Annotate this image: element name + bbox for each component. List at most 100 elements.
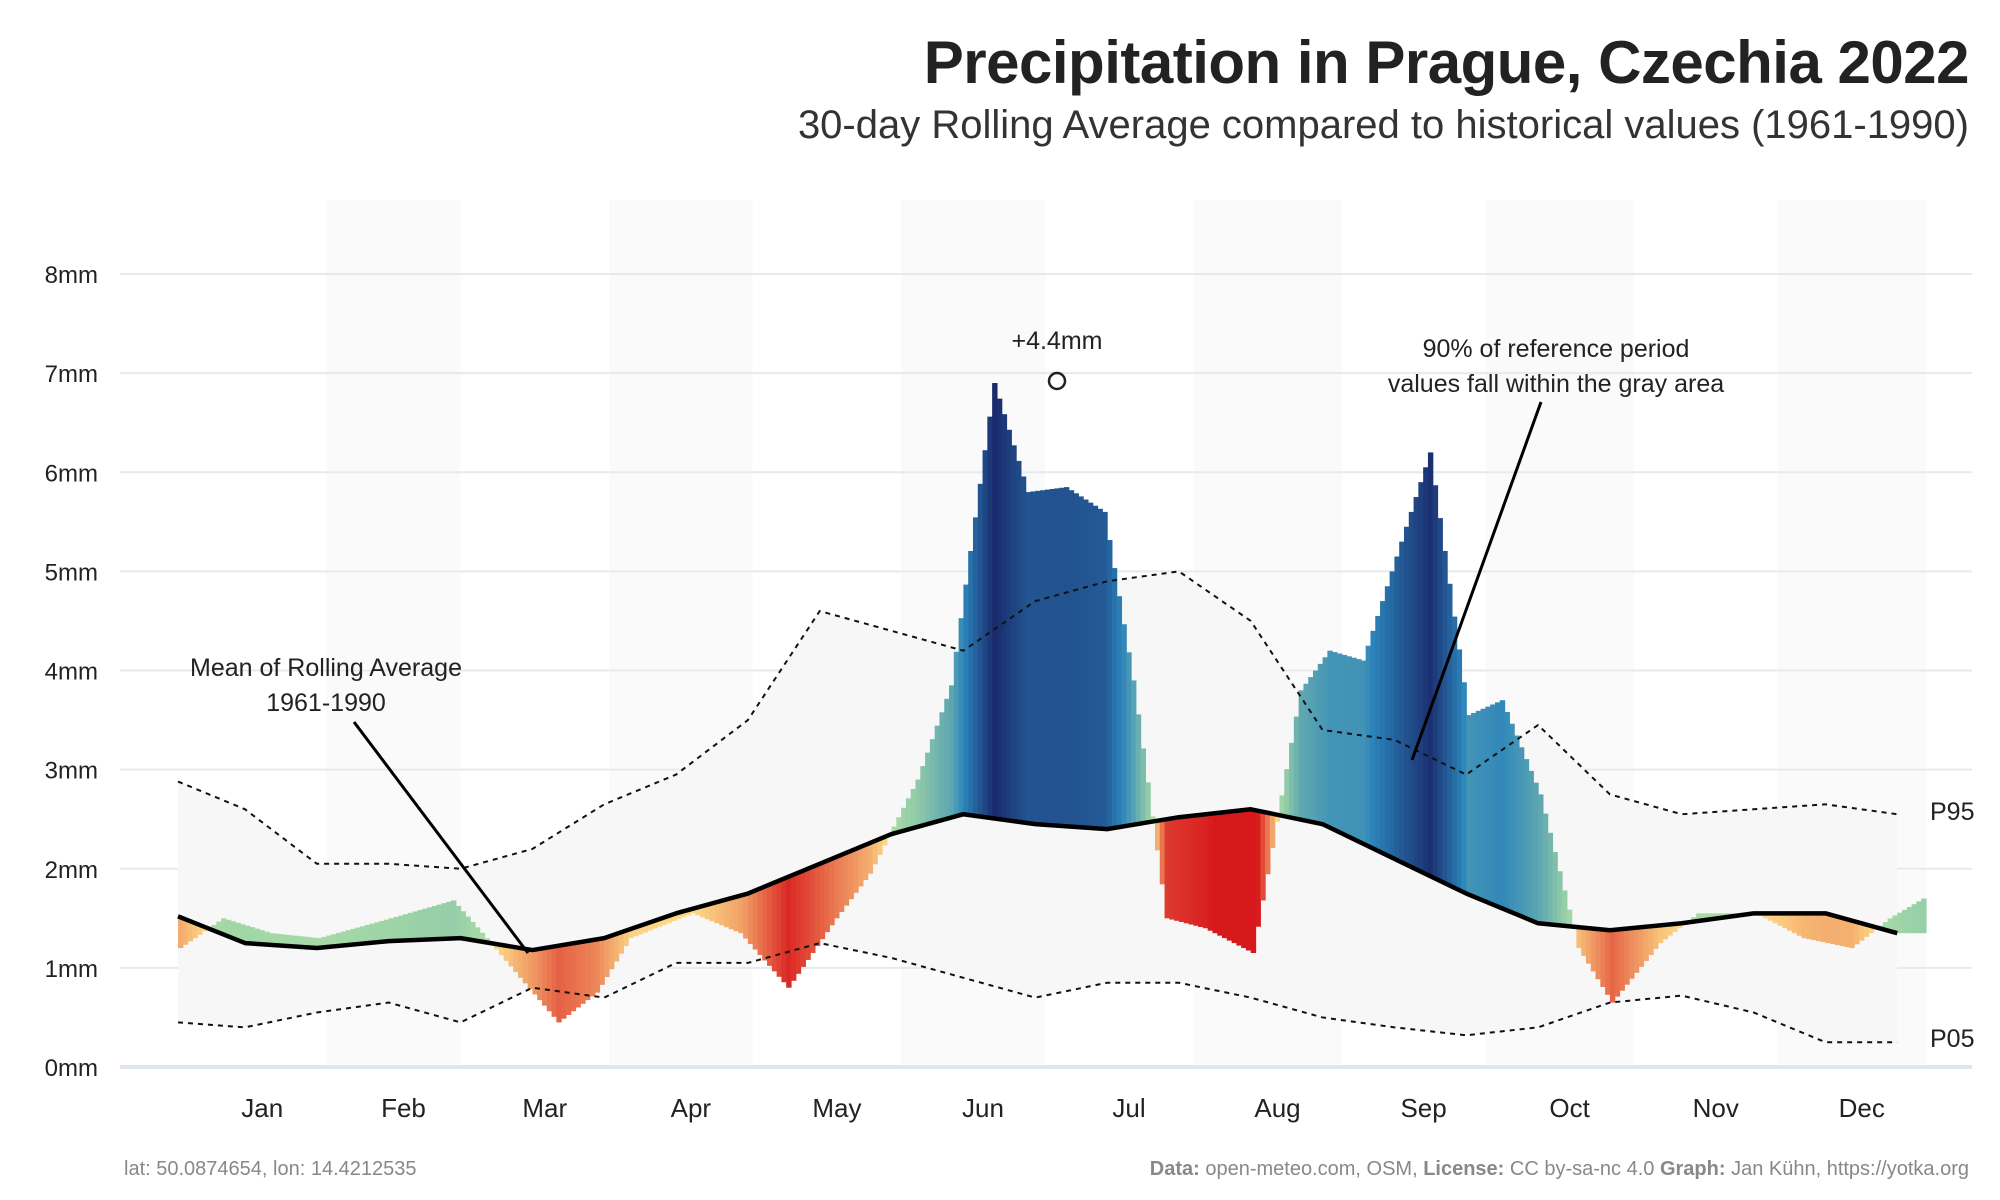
rolling-bar [1676, 923, 1683, 929]
rolling-bar [1638, 927, 1645, 967]
rolling-bar [254, 928, 261, 944]
rolling-bar [1906, 906, 1913, 934]
rolling-bar [1518, 747, 1525, 916]
rolling-bar [953, 651, 960, 817]
rolling-bar [1384, 586, 1391, 855]
rolling-bar [307, 937, 313, 948]
rolling-bar [1303, 683, 1309, 821]
rolling-bar [987, 416, 993, 818]
rolling-bar [1605, 929, 1611, 995]
rolling-bar [221, 918, 227, 934]
rolling-bar [867, 843, 874, 874]
rolling-bar [1791, 913, 1798, 934]
rolling-bar [1868, 925, 1874, 934]
rolling-bar [1356, 659, 1362, 841]
rolling-bar [829, 859, 835, 926]
rolling-bar [599, 938, 605, 985]
rolling-bar [757, 889, 763, 955]
rolling-bar [1911, 904, 1918, 934]
rolling-bar [1581, 927, 1587, 956]
rolling-bar [1188, 816, 1194, 925]
rolling-bar [1494, 702, 1501, 906]
rolling-bar [470, 921, 476, 940]
rolling-bar [1169, 818, 1175, 920]
rolling-bar [1183, 816, 1190, 924]
rolling-bar [518, 947, 524, 978]
rolling-bar [1480, 708, 1487, 900]
rolling-bar [460, 911, 466, 939]
y-tick-label: 4mm [45, 659, 98, 686]
rolling-bar [450, 900, 457, 939]
rolling-bar [1250, 809, 1257, 954]
rolling-bar [484, 938, 490, 943]
data-label: Data: [1149, 1158, 1200, 1180]
rolling-bar [1844, 918, 1850, 948]
x-tick-label: Dec [1839, 1093, 1885, 1123]
data-value: open-meteo.com, OSM, [1199, 1158, 1424, 1180]
rolling-bar [575, 942, 581, 1008]
rolling-bar [680, 912, 687, 918]
rolling-bar [1447, 583, 1453, 885]
rolling-bar [417, 910, 423, 940]
rolling-bar [1245, 809, 1252, 951]
rolling-bar [891, 826, 897, 835]
rolling-bar [1341, 654, 1348, 834]
rolling-bar [383, 919, 390, 942]
rolling-bar [1442, 550, 1448, 882]
rolling-bar [1475, 710, 1482, 898]
rolling-bar [790, 875, 797, 981]
rolling-bar [1820, 913, 1827, 943]
rolling-bar [1882, 922, 1889, 930]
rolling-bar [1198, 815, 1204, 927]
rolling-bar [1399, 541, 1405, 862]
rolling-bar [872, 841, 878, 865]
rolling-bar [1585, 927, 1592, 964]
mean-label-line1: Mean of Rolling Average [190, 654, 462, 682]
x-tick-label: Mar [522, 1093, 567, 1123]
rolling-bar [738, 896, 744, 934]
rolling-bar [992, 383, 998, 819]
rolling-bar [1265, 812, 1271, 875]
x-tick-label: Feb [381, 1093, 426, 1123]
rolling-bar [585, 941, 591, 1001]
rolling-bar [805, 869, 811, 960]
rolling-bar [1016, 460, 1022, 822]
rolling-bar [733, 897, 739, 932]
rolling-bar [1102, 511, 1108, 829]
x-tick-label: Nov [1693, 1093, 1739, 1123]
rolling-bar [178, 916, 184, 949]
rolling-bar [905, 798, 912, 831]
rolling-bar [556, 946, 562, 1023]
rolling-bar [834, 857, 840, 919]
rolling-bar [652, 921, 658, 929]
rolling-bar [1040, 490, 1046, 825]
rolling-bar [1284, 769, 1290, 817]
rolling-bar [838, 855, 845, 912]
rolling-bar [1504, 712, 1510, 910]
rolling-bar [1772, 913, 1779, 924]
rolling-bar [546, 947, 553, 1012]
rolling-bar [1212, 813, 1218, 934]
rolling-bar [527, 949, 533, 989]
rolling-bar [1657, 925, 1664, 944]
x-tick-label: Apr [671, 1093, 712, 1123]
x-tick-label: Sep [1400, 1093, 1446, 1123]
rolling-bar [292, 935, 299, 947]
y-tick-label: 7mm [45, 361, 98, 388]
rolling-bar [1394, 556, 1400, 859]
rolling-bar [767, 885, 773, 966]
rolling-bar [642, 924, 648, 933]
rolling-bar [771, 883, 778, 972]
rolling-bar [700, 906, 706, 918]
rolling-bar [359, 926, 366, 944]
rolling-2022-bars [178, 383, 1927, 1023]
rolling-bar [1241, 810, 1247, 949]
rolling-bar [1509, 723, 1515, 912]
x-tick-label: Aug [1254, 1093, 1300, 1123]
peak-label: +4.4mm [1011, 327, 1102, 355]
rolling-bar [403, 914, 409, 941]
y-tick-label: 2mm [45, 857, 98, 884]
rolling-bar [1916, 901, 1922, 934]
graph-label: Graph: [1659, 1158, 1726, 1180]
rolling-bar [1897, 912, 1903, 934]
